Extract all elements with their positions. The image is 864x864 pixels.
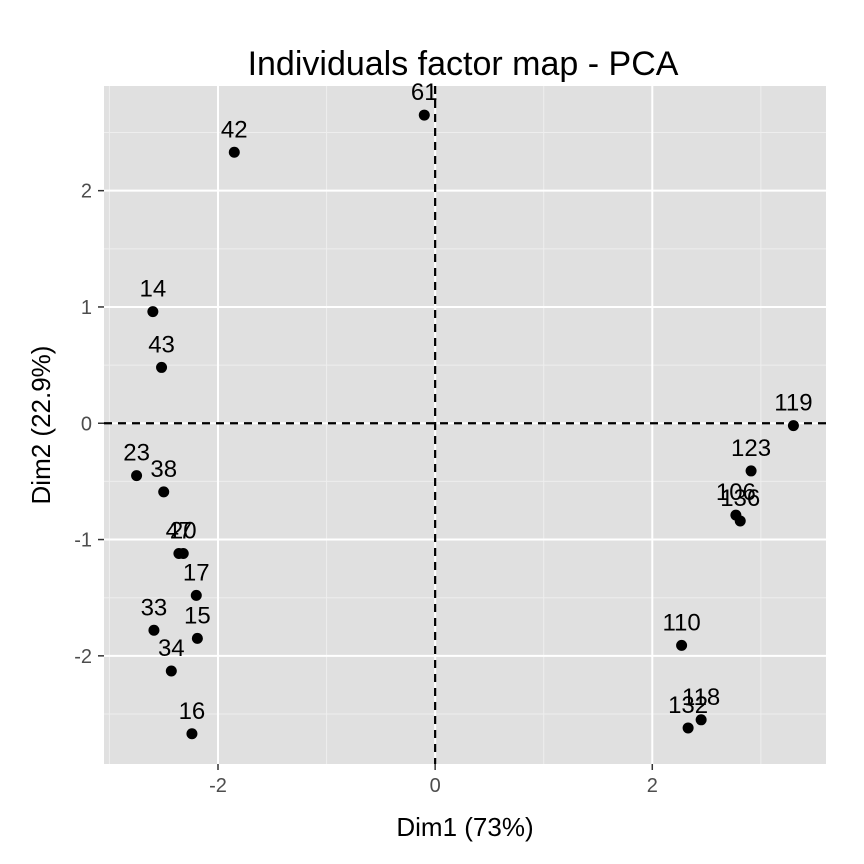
data-point	[177, 548, 189, 560]
point-label: 61	[411, 79, 438, 106]
x-tick-label: 0	[430, 775, 441, 797]
data-point	[131, 470, 143, 482]
point-label: 16	[179, 698, 206, 725]
data-point	[186, 728, 198, 740]
point-label: 132	[668, 692, 708, 719]
point-label: 123	[731, 435, 771, 462]
point-label: 33	[141, 594, 168, 621]
x-tick-label: -2	[209, 775, 227, 797]
point-label: 47	[166, 518, 193, 545]
data-point	[190, 589, 202, 601]
point-label: 43	[148, 331, 175, 358]
data-point	[695, 714, 707, 726]
point-label: 136	[720, 485, 760, 512]
point-label: 106	[716, 479, 756, 506]
data-point	[147, 306, 159, 318]
data-point	[745, 465, 757, 477]
data-point	[734, 515, 746, 527]
point-label: 20	[170, 518, 197, 545]
data-point	[682, 722, 694, 734]
data-point	[165, 665, 177, 677]
y-tick-label: -2	[74, 646, 92, 668]
point-label: 110	[662, 609, 700, 636]
point-label: 119	[774, 390, 812, 417]
point-label: 42	[221, 116, 248, 143]
y-tick-label: 2	[81, 181, 92, 203]
y-tick-label: 0	[81, 413, 92, 435]
data-point	[228, 146, 240, 158]
point-label: 118	[682, 684, 720, 711]
point-label: 14	[140, 276, 167, 303]
chart-title: Individuals factor map - PCA	[248, 45, 679, 83]
point-label: 15	[184, 602, 211, 629]
y-axis: -2 -1 0 1 2	[74, 181, 104, 668]
x-tick-label: 2	[647, 775, 658, 797]
plot-panel	[104, 86, 826, 764]
data-point	[156, 361, 168, 373]
x-axis-label: Dim1 (73%)	[396, 812, 533, 842]
data-point	[676, 639, 688, 651]
minor-gridlines	[104, 86, 826, 764]
reference-lines	[104, 86, 826, 764]
data-points	[131, 109, 799, 740]
data-point	[787, 420, 799, 432]
point-label: 23	[123, 440, 150, 467]
point-label: 34	[158, 635, 185, 662]
data-point	[148, 624, 160, 636]
y-axis-label: Dim2 (22.9%)	[26, 346, 56, 505]
y-tick-label: -1	[74, 530, 92, 552]
data-point	[418, 109, 430, 121]
data-point	[191, 632, 203, 644]
point-label: 38	[150, 456, 177, 483]
y-tick-label: 1	[81, 297, 92, 319]
data-point	[158, 486, 170, 498]
point-label: 17	[183, 559, 210, 586]
x-axis: -2 0 2	[209, 764, 658, 797]
